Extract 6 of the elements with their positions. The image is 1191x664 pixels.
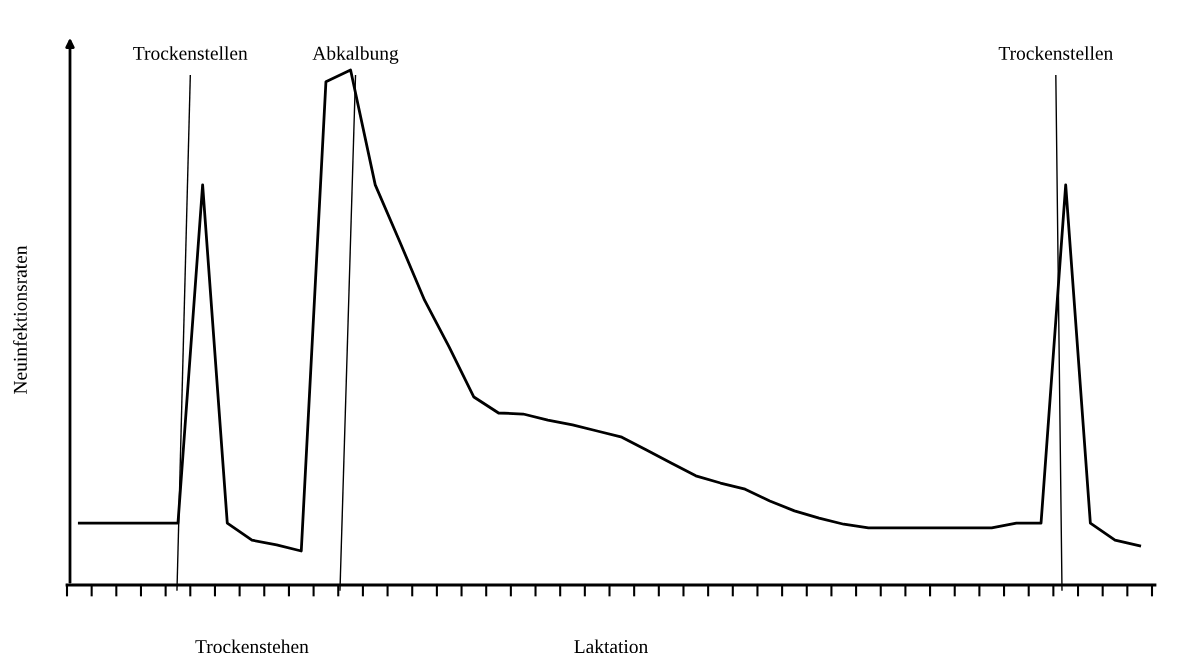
text: Trockenstellen (998, 46, 1113, 60)
x-axis-title: Laktation (574, 639, 648, 654)
y-axis-title: Neuinfektionsraten (12, 245, 27, 394)
text: Trockenstellen (133, 46, 248, 60)
text: Trockenstehen (195, 639, 309, 654)
text: Abkalbung (312, 46, 399, 64)
